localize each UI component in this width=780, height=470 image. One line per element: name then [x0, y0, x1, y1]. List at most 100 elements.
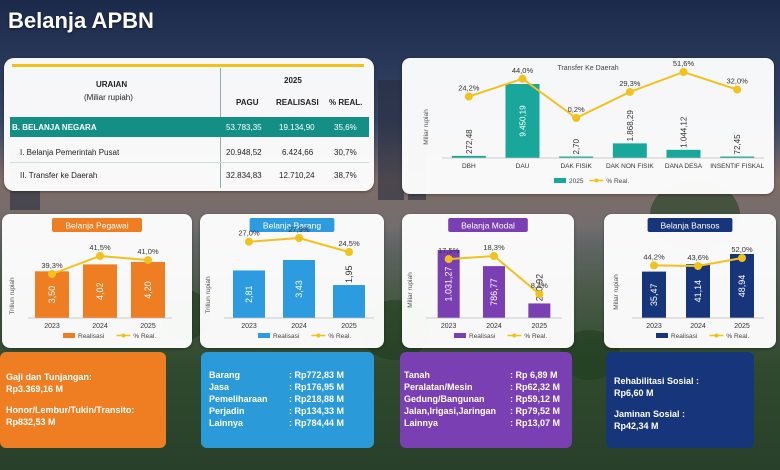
table-row-label: B. BELANJA NEGARA: [12, 123, 97, 132]
percent-label: 29,3%: [619, 79, 641, 88]
table-row-divider: [10, 162, 369, 163]
legend-line-marker: [594, 178, 599, 183]
percent-point: [694, 262, 702, 270]
bar-value-label: 2,81: [244, 285, 254, 303]
percent-point: [295, 234, 303, 242]
category-label: 2023: [646, 323, 662, 330]
legend-line-label: % Real.: [328, 333, 351, 340]
percent-label: 39,3%: [41, 261, 63, 270]
category-label: 2024: [690, 323, 706, 330]
bar-value-label: 3,43: [294, 280, 304, 298]
percent-label: 44,2%: [643, 252, 665, 261]
info-key: Barang: [209, 370, 241, 380]
info-value: : Rp772,83 M: [289, 370, 345, 380]
table-header-realisasi: REALISASI: [276, 98, 319, 107]
percent-label: 27,0%: [238, 229, 260, 238]
table-row-pagu: 32.834,83: [226, 171, 262, 180]
chart-title-badge: [647, 218, 733, 232]
bar: [333, 285, 365, 318]
percent-point: [625, 87, 634, 96]
y-axis-label: Miliar rupiah: [407, 272, 414, 308]
info-line: Rp42,34 M: [614, 421, 659, 431]
category-label: 2025: [140, 323, 156, 330]
table-header-uraian: URAIAN: [96, 80, 128, 89]
chart-title-badge: [249, 218, 335, 232]
info-line: Rp3.369,16 M: [6, 384, 64, 394]
info-key: Pemeliharaan: [209, 394, 268, 404]
info-value: : Rp59,12 M: [510, 394, 561, 404]
category-label: 2024: [486, 323, 502, 330]
category-label: 2025: [734, 323, 750, 330]
table-row-realisasi: 6.424,66: [282, 148, 314, 157]
bar-value-label: 35,47: [649, 284, 659, 307]
info-value: : Rp218,88 M: [289, 394, 345, 404]
category-label: DAK NON FISIK: [606, 163, 654, 170]
category-label: 2023: [44, 323, 60, 330]
bar: [283, 260, 315, 318]
bar-value-label: 72,45: [733, 134, 742, 155]
info-line: Rp832,53 M: [6, 417, 56, 427]
chart-title: Transfer Ke Daerah: [557, 65, 618, 72]
table-accent-bar: [12, 64, 364, 67]
legend-bar-label: Realisasi: [78, 333, 104, 340]
bar-value-label: 786,77: [489, 278, 499, 306]
modal-chart: Belanja Modal Miliar rupiah 1.031,27 2023 78…: [407, 218, 562, 340]
bansos-info-box: Rehabilitasi Sosial : Rp6,60 M Jaminan S…: [606, 352, 754, 448]
percent-label: 44,0%: [512, 66, 534, 75]
transfer-chart: Transfer Ke Daerah Miliar rupiah 272,48 DBH…: [423, 59, 764, 185]
percent-point: [464, 92, 473, 101]
info-value: : Rp62,32 M: [510, 382, 561, 392]
info-value: : Rp 6,89 M: [510, 370, 558, 380]
table-row-real: 30,7%: [334, 148, 357, 157]
bar: [83, 264, 117, 318]
bar-value-label: 3,50: [47, 286, 57, 304]
chart-title: Belanja Bansos: [660, 221, 719, 231]
info-value: : Rp79,52 M: [510, 406, 561, 416]
bar: [686, 264, 710, 318]
background-building: [378, 80, 404, 200]
bar-value-label: 2,70: [572, 138, 581, 154]
chart-title: Belanja Pegawai: [65, 221, 128, 231]
chart-title: Belanja Barang: [263, 221, 321, 231]
bar-value-label: 48,94: [737, 275, 747, 298]
bar: [131, 262, 165, 318]
bar-value-label: 1.031,27: [444, 266, 454, 301]
category-label: DAK FISIK: [560, 163, 592, 170]
percent-point: [535, 290, 544, 298]
chart-title-badge: [448, 218, 528, 232]
percent-label: 24,5%: [338, 239, 360, 248]
percent-label: 32,0%: [727, 77, 749, 86]
legend-bar-swatch: [454, 333, 466, 338]
bar: [505, 84, 540, 158]
table-row-label: I. Belanja Pemerintah Pusat: [20, 148, 120, 157]
percent-point: [738, 254, 746, 262]
table-row-pagu: 20.948,52: [226, 148, 262, 157]
bar-value-label: 220,92: [534, 274, 544, 302]
table-row-realisasi: 19.134,90: [279, 123, 315, 132]
legend-line-marker: [316, 333, 321, 338]
table-header-real: % REAL.: [329, 98, 363, 107]
y-axis-label: Triliun rupiah: [205, 276, 212, 314]
table-row-label: II. Transfer ke Daerah: [20, 171, 98, 180]
info-value: : Rp134,33 M: [289, 406, 345, 416]
category-label: DAU: [516, 163, 530, 170]
chart-title-badge: [52, 218, 142, 232]
percent-point: [144, 256, 152, 265]
legend-bar-swatch: [258, 333, 270, 338]
bar-value-label: 9.450,19: [519, 105, 528, 137]
barang-chart-panel: Belanja Barang Triliun rupiah 2,81 2023 3,43…: [200, 214, 384, 348]
category-label: DANA DESA: [665, 163, 703, 170]
chart-title: Belanja Modal: [461, 221, 515, 231]
info-key: Lainnya: [209, 418, 244, 428]
bar-value-label: 41,14: [693, 280, 703, 303]
legend-line-marker: [714, 333, 719, 338]
percent-label: 17,5%: [438, 246, 460, 255]
barang-chart: Belanja Barang Triliun rupiah 2,81 2023 3,43…: [205, 218, 374, 340]
legend-bar-swatch: [656, 333, 668, 338]
bar: [528, 303, 551, 318]
percent-point: [490, 252, 498, 260]
percent-label: 52,0%: [731, 245, 753, 254]
info-line: Rp6,60 M: [614, 388, 654, 398]
percent-label: 24,2%: [458, 84, 480, 93]
legend-bar-label: Realisasi: [469, 333, 495, 340]
